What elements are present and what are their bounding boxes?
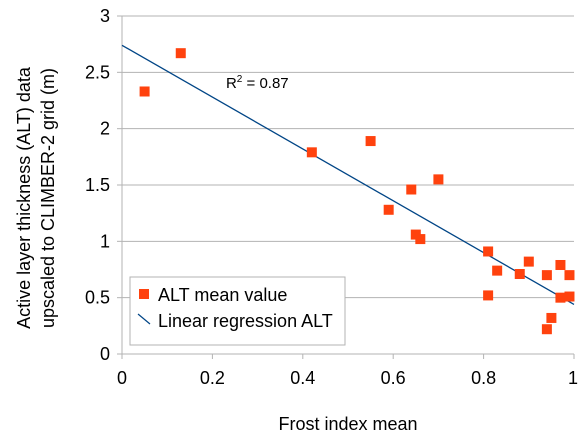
axes (117, 15, 575, 359)
x-tick-label: 1 (568, 368, 578, 388)
x-tick-label: 0.6 (381, 368, 406, 388)
regression-line (121, 44, 575, 305)
data-point (546, 312, 557, 323)
data-point (564, 291, 575, 302)
data-point (483, 246, 494, 257)
data-point (492, 265, 503, 276)
data-point (555, 292, 566, 303)
y-tick-label: 0.5 (85, 288, 110, 308)
x-tick-label: 0 (117, 368, 127, 388)
legend-line-regression (137, 313, 151, 325)
legend: ALT mean value Linear regression ALT (129, 276, 346, 346)
data-point (175, 48, 186, 59)
r-squared-value: = 0.87 (242, 75, 288, 92)
x-axis-title: Frost index mean (278, 414, 417, 434)
legend-label-regression: Linear regression ALT (158, 311, 333, 331)
data-points (139, 48, 575, 335)
data-point (415, 234, 426, 245)
y-tick-label: 0 (100, 344, 110, 364)
tick-labels: 0 0.5 1 1.5 2 2.5 3 0 0.2 0.4 0.6 0.8 1 (85, 6, 578, 388)
r-squared-prefix: R (226, 75, 237, 92)
data-point (564, 270, 575, 281)
r-squared-annotation: R2 = 0.87 (226, 74, 289, 92)
y-tick-label: 2.5 (85, 62, 110, 82)
y-axis-title-line-2: upscaled to CLIMBER-2 grid (m) (38, 68, 58, 328)
legend-marker-alt-mean (139, 289, 149, 299)
x-tick-label: 0.2 (200, 368, 225, 388)
data-point (523, 256, 534, 267)
data-point (541, 270, 552, 281)
data-point (306, 147, 317, 158)
data-point (383, 204, 394, 215)
data-point (555, 259, 566, 270)
data-point (541, 324, 552, 335)
y-tick-label: 1.5 (85, 175, 110, 195)
data-point (483, 290, 494, 301)
x-tick-label: 0.8 (471, 368, 496, 388)
y-tick-label: 1 (100, 231, 110, 251)
data-point (433, 174, 444, 185)
x-tick-label: 0.4 (290, 368, 315, 388)
y-tick-label: 3 (100, 6, 110, 26)
legend-label-alt-mean: ALT mean value (158, 285, 287, 305)
y-axis-title-line-1: Active layer thickness (ALT) data (14, 66, 34, 329)
data-point (139, 86, 150, 97)
data-point (365, 136, 376, 147)
r-squared-superscript: 2 (237, 74, 243, 85)
data-point (406, 184, 417, 195)
legend-box (129, 276, 346, 346)
regression-layer (121, 44, 575, 305)
y-tick-label: 2 (100, 119, 110, 139)
data-point (514, 269, 525, 280)
